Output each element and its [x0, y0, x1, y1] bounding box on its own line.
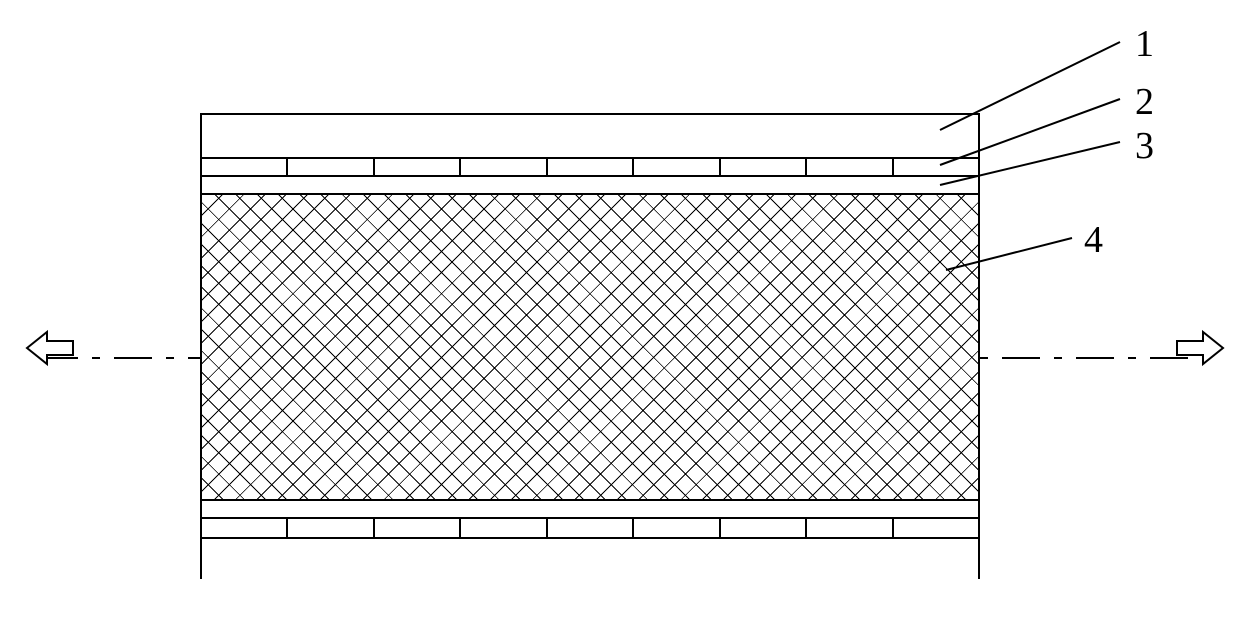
label-1: 1 [1135, 22, 1154, 66]
label-4: 4 [1084, 218, 1103, 262]
label-3: 3 [1135, 124, 1154, 168]
leader-lines [0, 0, 1240, 629]
label-2: 2 [1135, 80, 1154, 124]
